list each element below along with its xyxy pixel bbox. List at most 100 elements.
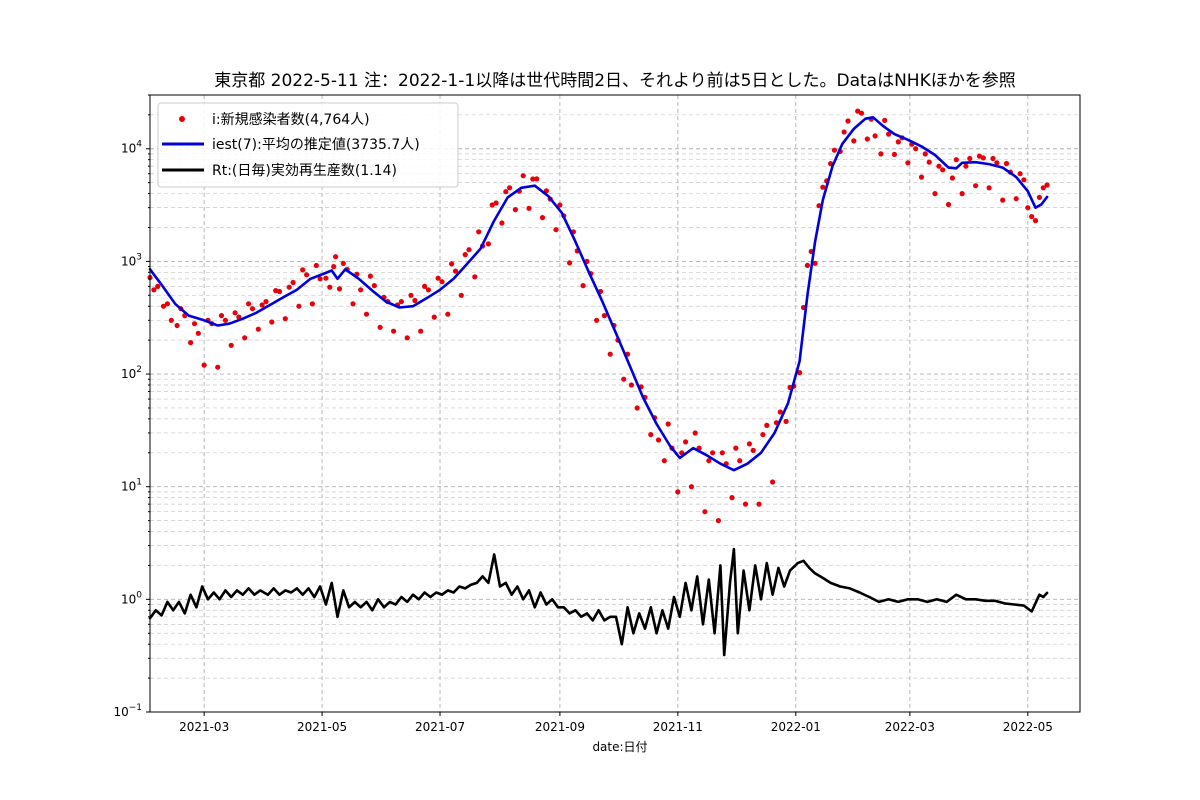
data-point	[797, 370, 803, 376]
data-point	[872, 133, 878, 139]
data-point	[340, 260, 346, 266]
y-tick-label: 103	[121, 252, 142, 268]
data-point	[476, 229, 482, 235]
y-tick-label: 104	[121, 140, 142, 156]
data-point	[1025, 205, 1031, 211]
data-point	[174, 322, 180, 329]
data-point	[445, 311, 451, 317]
data-point	[783, 418, 789, 424]
data-point	[218, 313, 225, 319]
data-point	[350, 301, 356, 307]
data-point	[841, 129, 847, 135]
data-point	[557, 202, 563, 208]
data-point	[864, 136, 870, 142]
data-point	[990, 155, 996, 162]
data-point	[462, 252, 468, 258]
data-point	[1040, 185, 1046, 191]
data-point	[228, 342, 234, 348]
data-point	[553, 227, 559, 233]
data-point	[290, 279, 296, 286]
data-point	[215, 364, 221, 370]
y-tick-label: 101	[121, 478, 142, 494]
data-point	[855, 108, 861, 114]
data-point	[621, 376, 627, 382]
legend-box	[157, 102, 459, 188]
data-point	[458, 292, 464, 298]
data-point	[188, 340, 194, 346]
y-axis: 10−1 100 101 102 103 104	[113, 94, 150, 719]
data-point	[692, 430, 698, 436]
data-point	[466, 247, 472, 253]
data-point	[323, 275, 329, 281]
data-point	[412, 297, 418, 304]
data-point	[812, 260, 818, 266]
data-point	[594, 317, 600, 323]
data-point	[980, 155, 986, 161]
data-point	[398, 299, 404, 305]
series-rt-line	[148, 547, 1049, 657]
data-point	[655, 437, 662, 443]
data-point	[601, 313, 608, 319]
data-point	[945, 201, 952, 208]
y-tick-label: 10−1	[113, 703, 142, 719]
data-point	[967, 155, 973, 162]
x-tick-label: 2022-01	[771, 720, 821, 734]
data-point	[195, 330, 201, 336]
data-point	[391, 328, 397, 334]
data-point	[431, 314, 437, 320]
data-point	[422, 283, 428, 289]
data-point	[895, 139, 901, 145]
data-point	[891, 151, 898, 157]
series-estimate-line	[148, 116, 1049, 472]
data-point	[932, 191, 938, 197]
data-point	[499, 220, 505, 226]
x-axis-label: date:日付	[592, 740, 647, 754]
data-point	[160, 303, 167, 309]
data-point	[760, 432, 766, 438]
data-point	[831, 147, 838, 153]
data-point	[706, 458, 712, 464]
grid	[150, 94, 1080, 713]
data-point	[580, 283, 586, 289]
data-point	[363, 311, 370, 317]
data-point	[688, 484, 695, 490]
data-point	[804, 262, 811, 268]
data-point	[333, 254, 339, 260]
data-point	[918, 174, 925, 180]
x-axis: 2021-03 2021-05 2021-07 2021-09 2021-11 2022-…	[179, 712, 1053, 734]
data-point	[1021, 177, 1027, 183]
data-point	[858, 110, 865, 116]
data-point	[913, 146, 919, 152]
data-point	[756, 501, 762, 507]
data-point	[940, 167, 946, 173]
x-tick-label: 2021-05	[297, 720, 347, 734]
data-point	[777, 409, 783, 415]
data-point	[1044, 182, 1050, 188]
x-tick-label: 2021-11	[653, 720, 703, 734]
data-point	[168, 317, 174, 323]
data-point	[1029, 214, 1035, 220]
data-point	[1013, 196, 1019, 202]
data-point	[201, 362, 207, 368]
legend: i:新規感染者数(4,764人) iest(7):平均の推定値(3735.7人)…	[157, 102, 459, 188]
data-point	[905, 160, 911, 166]
x-tick-label: 2021-09	[535, 720, 585, 734]
data-point	[1000, 197, 1006, 203]
data-point	[845, 118, 851, 124]
data-point	[607, 351, 613, 357]
data-point	[746, 441, 753, 447]
data-point	[269, 319, 275, 325]
data-point	[661, 458, 667, 464]
data-point	[1032, 218, 1039, 224]
data-point	[882, 117, 888, 123]
data-point	[729, 495, 735, 501]
data-point	[304, 272, 310, 278]
data-point	[313, 262, 319, 269]
data-point	[539, 215, 546, 221]
data-point	[507, 185, 513, 191]
data-point	[155, 283, 161, 289]
data-point	[377, 324, 383, 330]
data-point	[286, 284, 292, 290]
data-point	[296, 303, 302, 309]
